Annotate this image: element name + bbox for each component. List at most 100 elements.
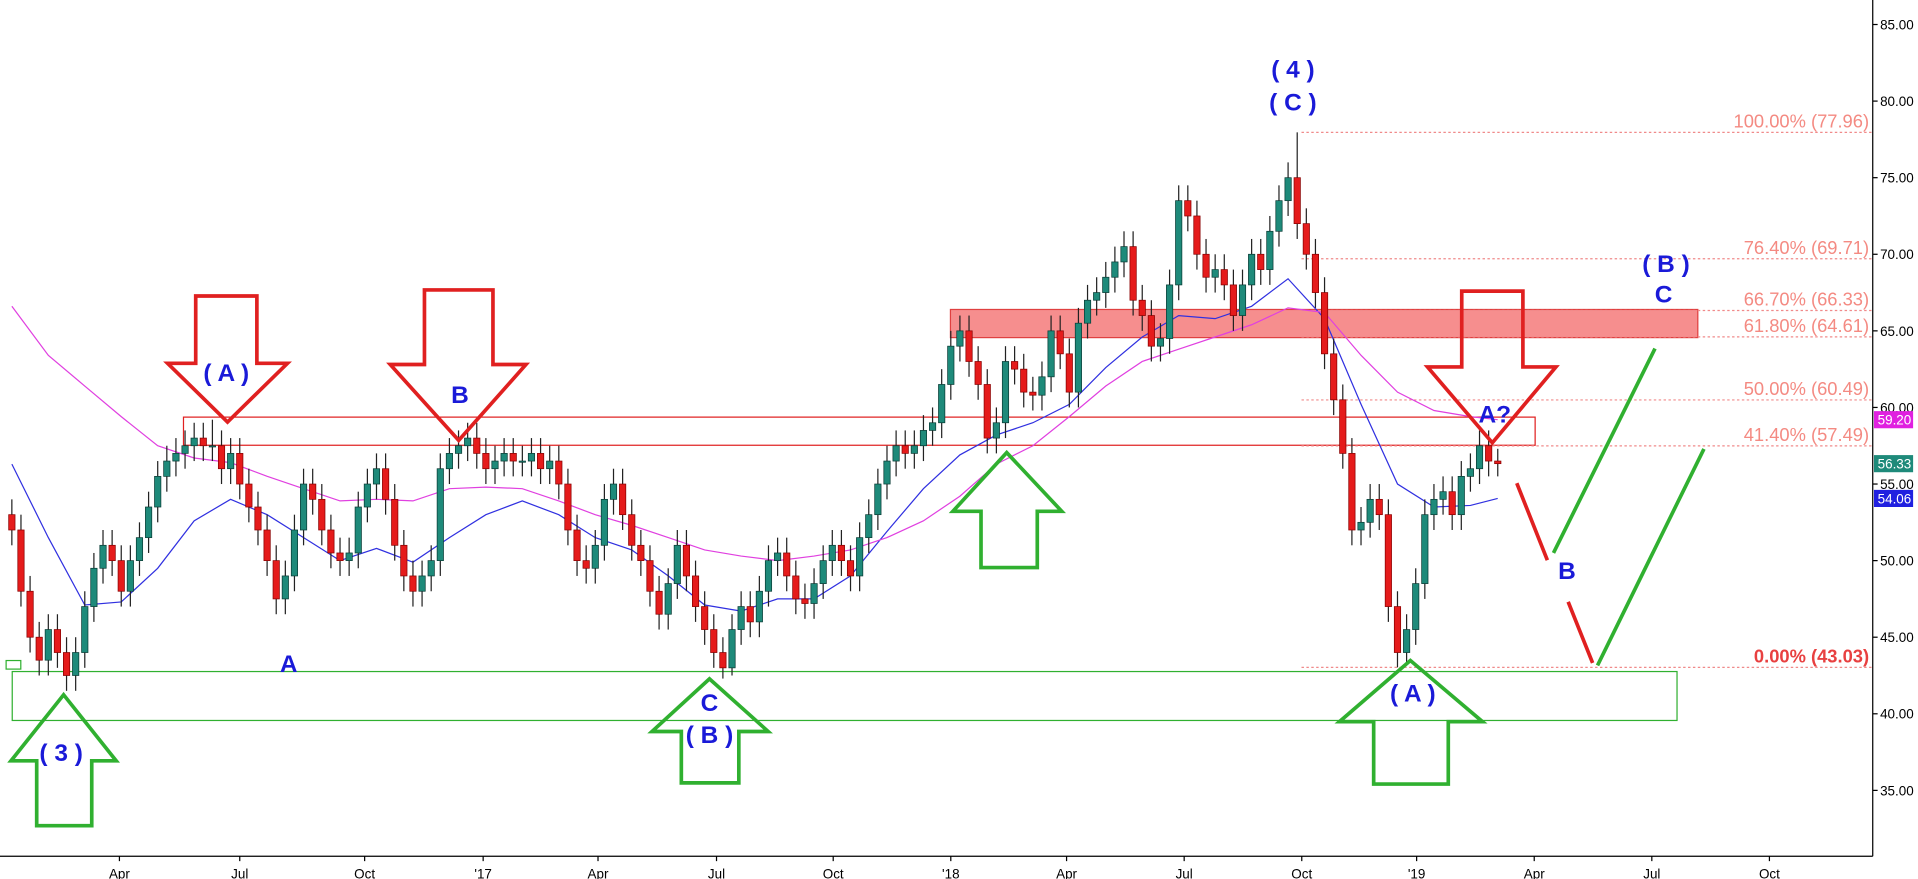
- candle-body: [290, 529, 298, 577]
- x-tick-label: '18: [942, 866, 960, 879]
- price-tag-label: 59.20: [1878, 413, 1912, 428]
- candle-body: [254, 506, 262, 531]
- candle-body: [1074, 322, 1082, 393]
- candle-body: [1093, 292, 1101, 301]
- candle-body: [199, 437, 207, 447]
- candle-body: [172, 453, 180, 462]
- candle-body: [300, 483, 308, 531]
- candle-body: [382, 468, 390, 500]
- candle-body: [281, 575, 289, 600]
- candle-body: [1138, 299, 1146, 316]
- candle-body: [983, 384, 991, 439]
- wave-label: A?: [1478, 401, 1511, 428]
- candle-body: [701, 606, 709, 630]
- candle-body: [1384, 514, 1392, 607]
- candle-body: [1357, 521, 1365, 531]
- candle-body: [1120, 246, 1128, 263]
- candle-body: [1102, 276, 1110, 293]
- candle-body: [710, 629, 718, 653]
- candle-body: [208, 445, 216, 448]
- y-tick-label: 80.00: [1880, 94, 1914, 109]
- x-tick-label: Apr: [1524, 866, 1545, 879]
- candle-body: [1047, 330, 1055, 378]
- y-tick-label: 50.00: [1880, 554, 1914, 569]
- candle-body: [564, 483, 572, 531]
- candle-body: [1193, 215, 1201, 255]
- candle-body: [53, 629, 61, 653]
- candle-body: [801, 598, 809, 604]
- candle-body: [145, 506, 153, 539]
- x-tick-label: Apr: [588, 866, 609, 879]
- candle-body: [692, 575, 700, 607]
- candle-body: [828, 544, 836, 561]
- down-arrow: [1423, 289, 1560, 446]
- candle-body: [655, 590, 663, 615]
- x-tick-label: Oct: [1291, 866, 1312, 879]
- candle-body: [418, 575, 426, 592]
- candle-body: [217, 445, 226, 470]
- candle-body: [1302, 223, 1310, 255]
- candle-body: [500, 453, 508, 462]
- candle-body: [1339, 399, 1347, 454]
- candle-body: [755, 590, 763, 623]
- wave-label: A: [280, 651, 298, 678]
- x-tick-label: Oct: [823, 866, 844, 879]
- candle-body: [1111, 261, 1119, 278]
- fib-label: 0.00% (43.03): [1754, 645, 1869, 666]
- candle-body: [1147, 315, 1155, 347]
- candle-body: [436, 468, 444, 561]
- wave-label: ( 4 ): [1271, 56, 1314, 83]
- candle-body: [764, 560, 773, 592]
- candle-body: [929, 422, 937, 431]
- candle-body: [309, 483, 317, 500]
- candle-body: [600, 498, 608, 546]
- candle-body: [1220, 269, 1228, 286]
- candle-body: [491, 460, 499, 470]
- candle-body: [1056, 330, 1064, 355]
- price-tag: [1873, 411, 1914, 429]
- wave-label: B: [451, 382, 469, 409]
- candle-body: [391, 498, 399, 546]
- price-tag-label: 54.06: [1878, 491, 1912, 506]
- candle-body: [1211, 269, 1219, 278]
- candle-body: [719, 652, 727, 669]
- candle-body: [1321, 292, 1329, 355]
- candle-body: [1275, 200, 1283, 232]
- down-arrow: [386, 288, 531, 444]
- candle-body: [1229, 284, 1237, 316]
- candle-body: [409, 575, 417, 592]
- candle-body: [1156, 338, 1165, 347]
- candle-body: [454, 445, 463, 454]
- candle-body: [1029, 391, 1037, 396]
- candle-body: [1412, 583, 1420, 630]
- candle-body: [482, 453, 490, 470]
- y-tick-label: 35.00: [1880, 783, 1914, 798]
- y-tick-label: 45.00: [1880, 630, 1914, 645]
- candle-body: [892, 445, 900, 462]
- candle-body: [527, 453, 536, 462]
- candle-body: [263, 529, 271, 561]
- candle-body: [874, 483, 882, 516]
- candle-body: [63, 652, 71, 676]
- candle-body: [236, 453, 244, 485]
- candle-body: [901, 445, 909, 454]
- x-tick-label: Jul: [1176, 866, 1193, 879]
- price-tag: [1873, 489, 1914, 507]
- candle-body: [363, 483, 371, 508]
- wave-label: ( 3 ): [39, 740, 82, 767]
- candle-body: [537, 453, 545, 470]
- moving-average: [11, 305, 1498, 562]
- candle-body: [154, 476, 162, 508]
- candle-body: [135, 537, 144, 561]
- candle-body: [1175, 200, 1183, 286]
- candle-body: [126, 560, 134, 592]
- candle-body: [445, 453, 453, 470]
- candle-body: [336, 552, 344, 561]
- candle-body: [26, 590, 34, 638]
- candle-body: [1266, 230, 1274, 270]
- candle-body: [1011, 361, 1019, 370]
- candle-body: [774, 552, 782, 561]
- candle-body: [318, 498, 326, 531]
